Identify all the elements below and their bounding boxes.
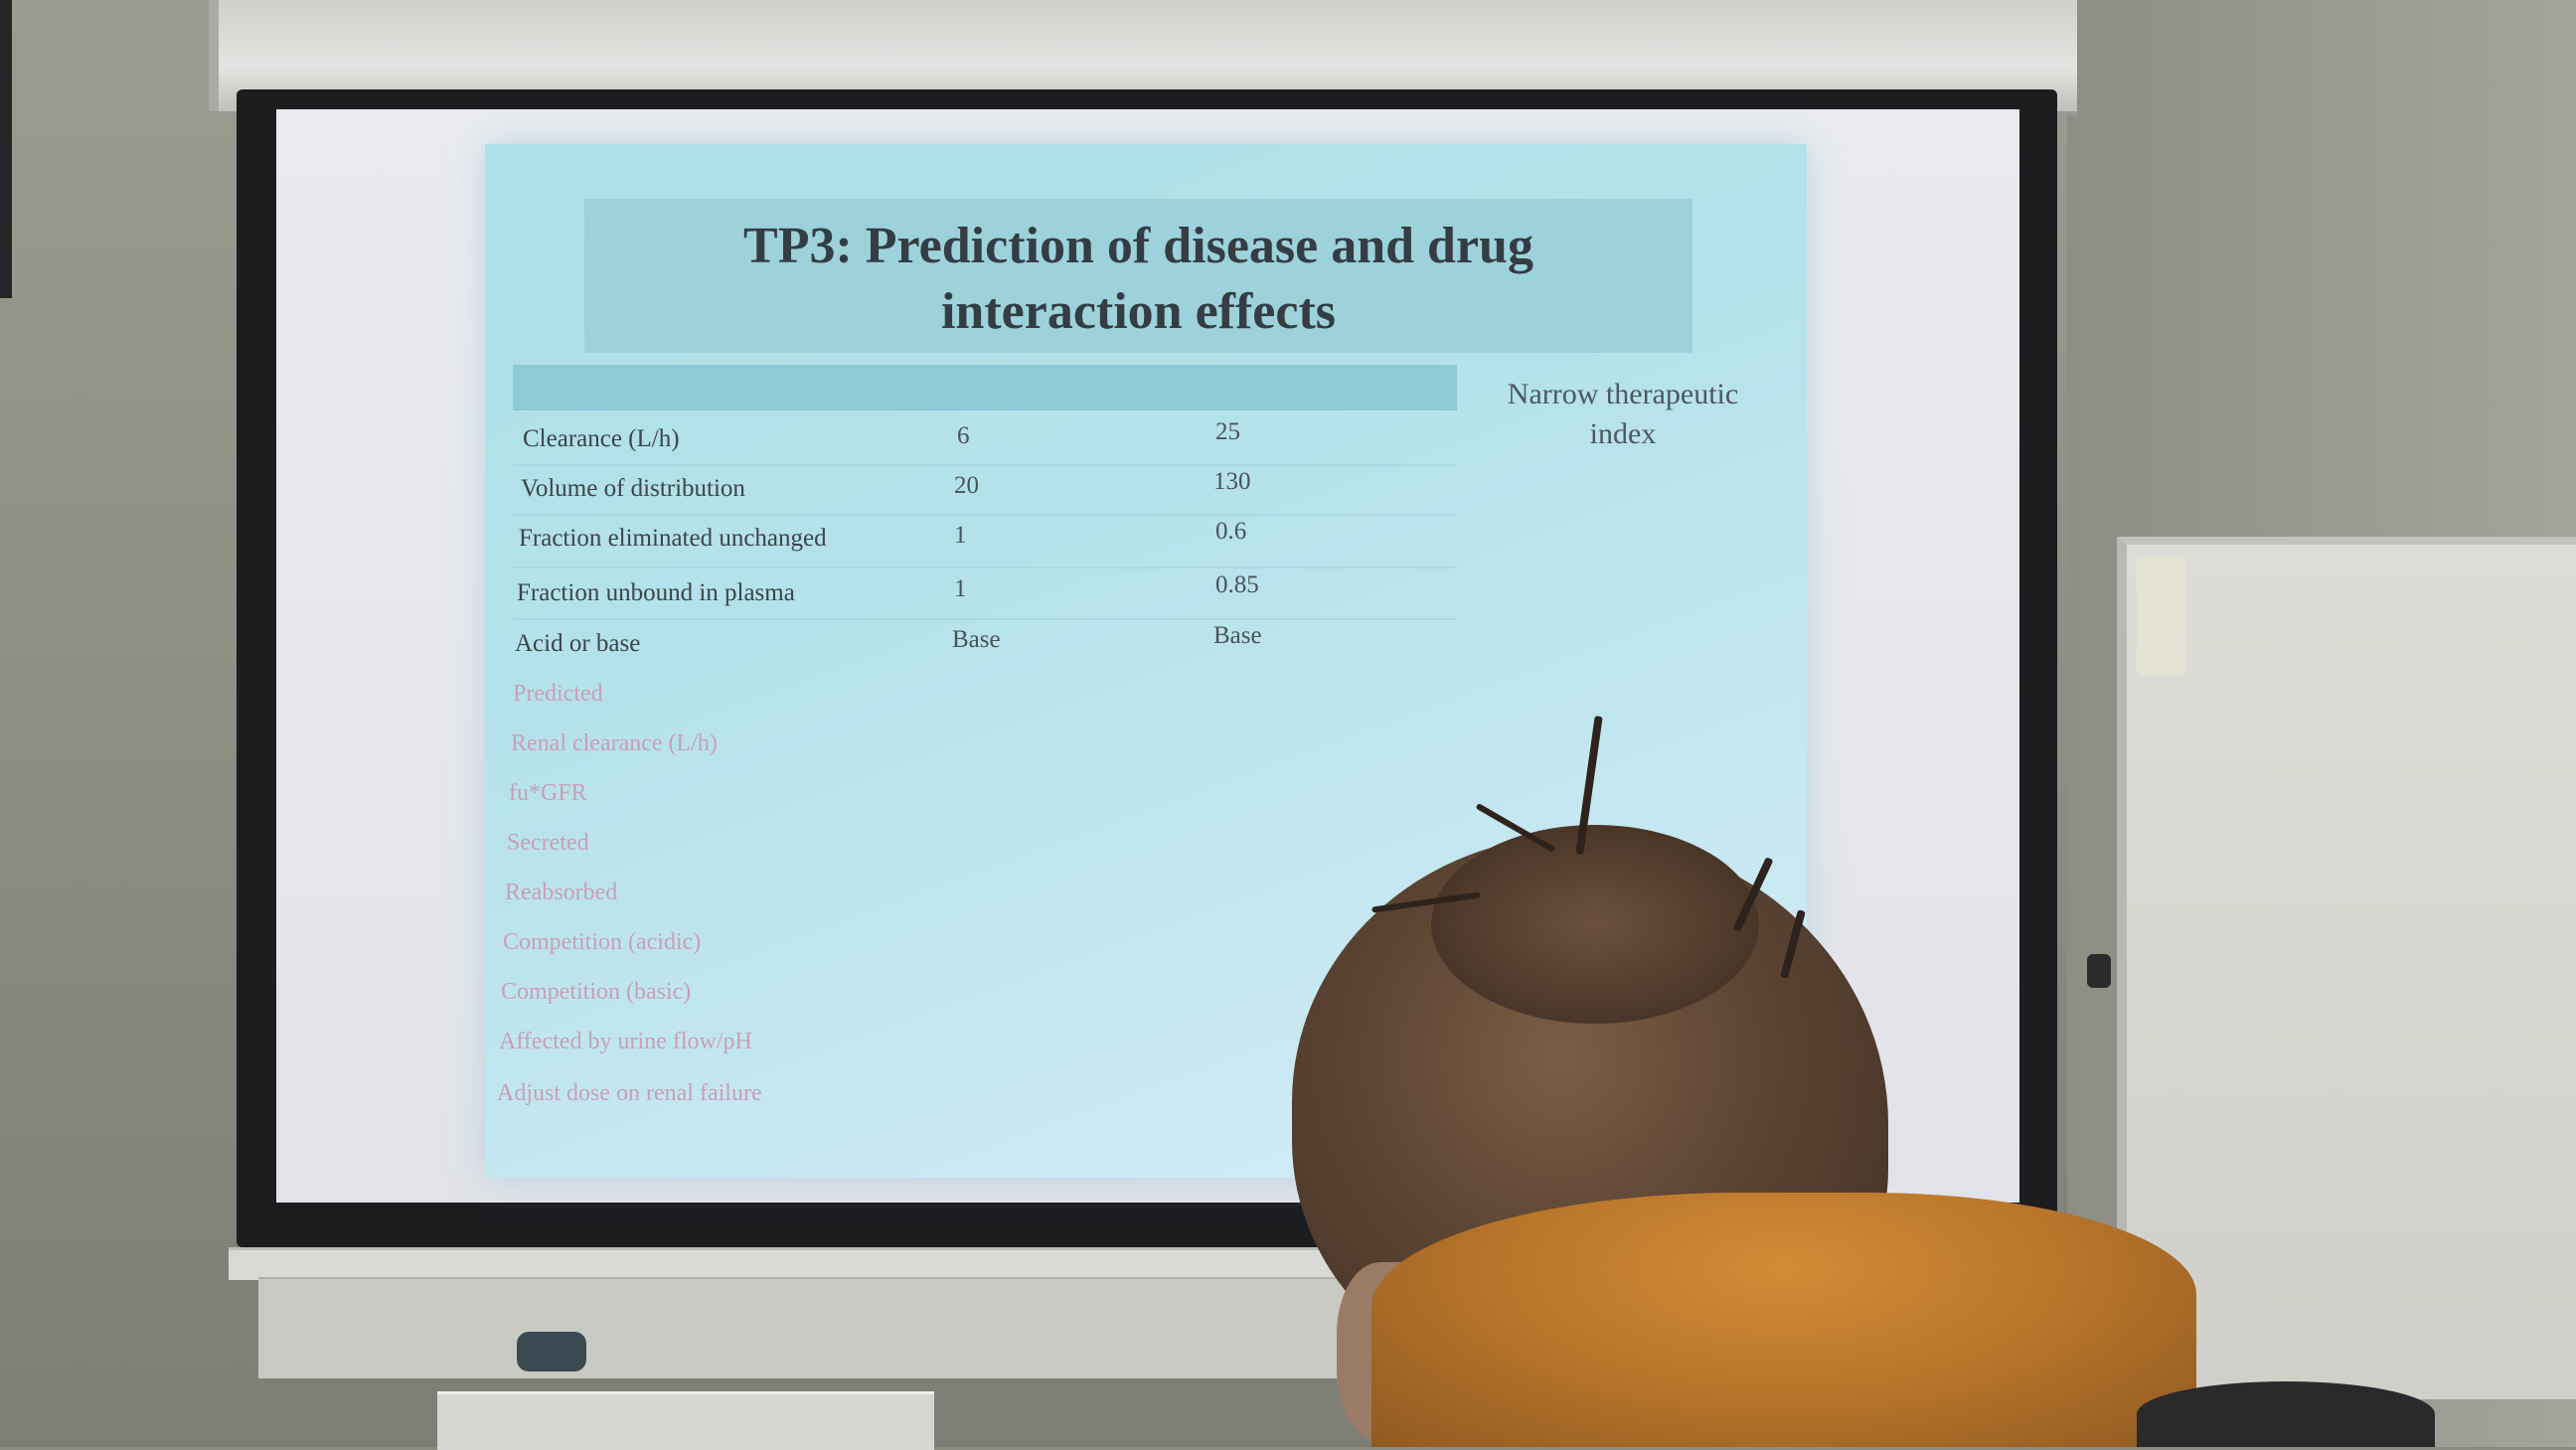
table-row-divider <box>513 618 1457 620</box>
whiteboard <box>2117 537 2576 1399</box>
table-cell: 6 <box>957 422 970 449</box>
table-row-label: Fraction eliminated unchanged <box>519 525 827 552</box>
faded-row-label: Predicted <box>513 681 603 707</box>
person-scarf <box>1371 1193 2196 1447</box>
table-row-label: Fraction unbound in plasma <box>517 579 795 606</box>
pen-object <box>517 1332 586 1371</box>
faded-row-label: Renal clearance (L/h) <box>511 730 718 756</box>
faded-row-label: Adjust dose on renal failure <box>497 1080 762 1106</box>
left-dark-object <box>0 0 12 298</box>
slide-title: TP3: Prediction of disease and drug inte… <box>584 214 1692 345</box>
faded-row-label: Competition (basic) <box>501 979 692 1005</box>
faded-row-label: Competition (acidic) <box>503 929 702 955</box>
table-row-label: Acid or base <box>515 630 641 657</box>
slide-title-line1: TP3: Prediction of disease and drug <box>743 218 1533 274</box>
faded-row-label: Secreted <box>507 830 589 856</box>
white-box-object <box>437 1391 934 1450</box>
table-cell: 20 <box>954 472 979 499</box>
slide-title-line2: interaction effects <box>940 283 1337 340</box>
person-hair-bun <box>1431 825 1759 1024</box>
table-cell: 130 <box>1213 468 1251 495</box>
table-cell: 1 <box>954 575 967 602</box>
whiteboard-knob <box>2087 954 2111 988</box>
table-cell: 1 <box>954 522 967 549</box>
dark-shoulder <box>2137 1381 2435 1447</box>
table-cell: 0.6 <box>1215 518 1247 545</box>
table-row-divider <box>513 566 1457 568</box>
table-header-bar <box>513 365 1457 410</box>
table-row-label: Volume of distribution <box>521 475 745 502</box>
table-row-label: Clearance (L/h) <box>523 425 680 452</box>
faded-row-label: fu*GFR <box>509 780 587 806</box>
table-cell: Base <box>1213 622 1262 649</box>
table-row-divider <box>513 514 1457 516</box>
faded-row-label: Affected by urine flow/pH <box>499 1029 752 1054</box>
side-note-text: Narrow therapeutic index <box>1507 378 1739 450</box>
whiteboard-clip <box>2137 557 2186 676</box>
table-cell: Base <box>952 626 1001 653</box>
faded-row-label: Reabsorbed <box>505 880 618 905</box>
table-row-divider <box>513 464 1457 466</box>
table-cell: 0.85 <box>1215 571 1259 598</box>
slide-title-band <box>584 199 1692 353</box>
table-cell: 25 <box>1215 418 1240 445</box>
